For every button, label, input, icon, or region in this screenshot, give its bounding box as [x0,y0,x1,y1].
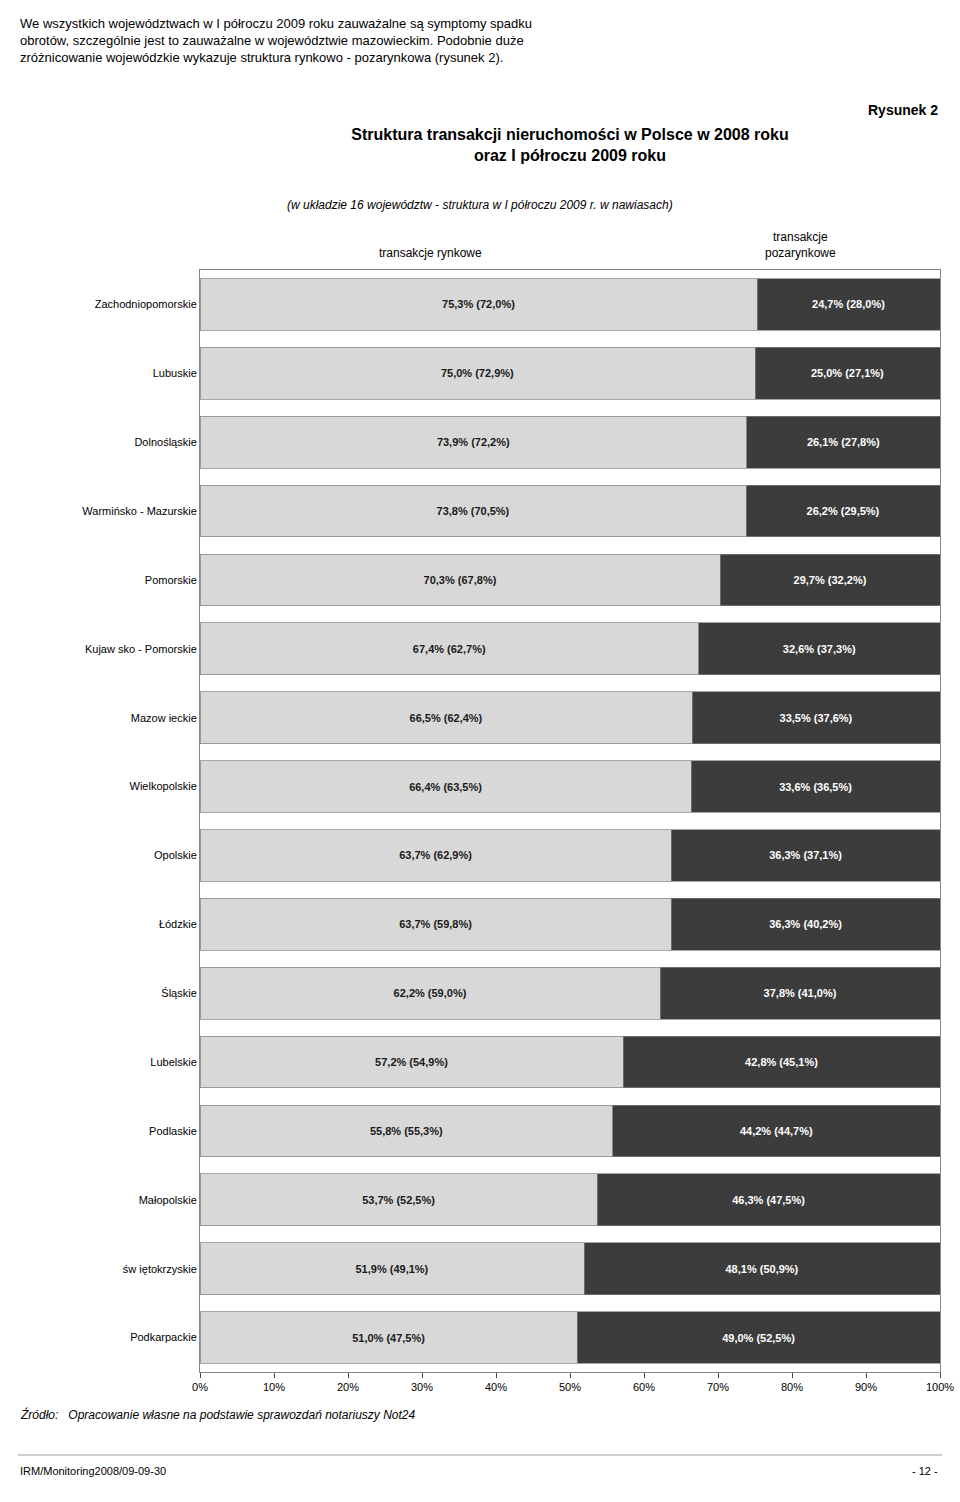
svg-text:48,1% (50,9%): 48,1% (50,9%) [725,1263,798,1275]
svg-text:- 12 -: - 12 - [912,1465,938,1477]
svg-text:Opolskie: Opolskie [154,849,197,861]
svg-text:26,1% (27,8%): 26,1% (27,8%) [807,436,880,448]
svg-text:55,8% (55,3%): 55,8% (55,3%) [370,1125,443,1137]
svg-text:29,7% (32,2%): 29,7% (32,2%) [794,574,867,586]
svg-text:75,0% (72,9%): 75,0% (72,9%) [441,367,514,379]
svg-text:(w układzie 16 województw - st: (w układzie 16 województw - struktura w … [287,198,673,212]
svg-text:transakcjepozarynkowe: transakcjepozarynkowe [765,230,836,260]
svg-text:Podkarpackie: Podkarpackie [130,1331,197,1343]
svg-text:Kujaw sko - Pomorskie: Kujaw sko - Pomorskie [85,643,197,655]
svg-text:70%: 70% [707,1381,729,1393]
svg-text:10%: 10% [263,1381,285,1393]
svg-text:Rysunek 2: Rysunek 2 [868,102,938,118]
svg-text:63,7% (62,9%): 63,7% (62,9%) [399,849,472,861]
svg-text:Pomorskie: Pomorskie [145,574,197,586]
svg-text:33,6% (36,5%): 33,6% (36,5%) [779,781,852,793]
svg-text:św iętokrzyskie: św iętokrzyskie [123,1263,197,1275]
svg-text:We wszystkich województwach w: We wszystkich województwach w I półroczu… [20,16,532,65]
svg-text:20%: 20% [337,1381,359,1393]
svg-text:0%: 0% [192,1381,208,1393]
svg-text:51,9% (49,1%): 51,9% (49,1%) [355,1263,428,1275]
svg-text:46,3% (47,5%): 46,3% (47,5%) [732,1194,805,1206]
svg-text:Zachodniopomorskie: Zachodniopomorskie [95,298,197,310]
svg-text:Warmińsko - Mazurskie: Warmińsko - Mazurskie [82,505,197,517]
svg-text:50%: 50% [559,1381,581,1393]
svg-text:Łódzkie: Łódzkie [159,918,197,930]
svg-text:Lubuskie: Lubuskie [153,367,197,379]
svg-text:57,2% (54,9%): 57,2% (54,9%) [375,1056,448,1068]
svg-text:60%: 60% [633,1381,655,1393]
svg-text:25,0% (27,1%): 25,0% (27,1%) [811,367,884,379]
svg-text:Podlaskie: Podlaskie [149,1125,197,1137]
svg-text:53,7% (52,5%): 53,7% (52,5%) [362,1194,435,1206]
svg-text:75,3% (72,0%): 75,3% (72,0%) [442,298,515,310]
svg-text:30%: 30% [411,1381,433,1393]
svg-text:24,7% (28,0%): 24,7% (28,0%) [812,298,885,310]
svg-text:Śląskie: Śląskie [161,987,196,999]
svg-text:33,5% (37,6%): 33,5% (37,6%) [780,712,853,724]
svg-text:transakcje rynkowe: transakcje rynkowe [379,246,482,260]
svg-text:IRM/Monitoring2008/09-09-30: IRM/Monitoring2008/09-09-30 [20,1465,166,1477]
svg-text:73,8% (70,5%): 73,8% (70,5%) [437,505,510,517]
svg-text:90%: 90% [855,1381,877,1393]
svg-text:42,8% (45,1%): 42,8% (45,1%) [745,1056,818,1068]
svg-text:100%: 100% [926,1381,954,1393]
svg-text:Lubelskie: Lubelskie [150,1056,196,1068]
svg-text:32,6% (37,3%): 32,6% (37,3%) [783,643,856,655]
svg-text:73,9% (72,2%): 73,9% (72,2%) [437,436,510,448]
svg-text:37,8% (41,0%): 37,8% (41,0%) [764,987,837,999]
svg-text:40%: 40% [485,1381,507,1393]
svg-text:62,2% (59,0%): 62,2% (59,0%) [394,987,467,999]
svg-text:70,3% (67,8%): 70,3% (67,8%) [424,574,497,586]
svg-text:51,0% (47,5%): 51,0% (47,5%) [352,1332,425,1344]
svg-text:66,4% (63,5%): 66,4% (63,5%) [409,781,482,793]
svg-text:Mazow ieckie: Mazow ieckie [131,712,197,724]
svg-text:66,5% (62,4%): 66,5% (62,4%) [410,712,483,724]
svg-text:36,3% (40,2%): 36,3% (40,2%) [769,918,842,930]
svg-text:63,7% (59,8%): 63,7% (59,8%) [399,918,472,930]
svg-text:Wielkopolskie: Wielkopolskie [130,780,197,792]
svg-text:Małopolskie: Małopolskie [139,1194,197,1206]
svg-text:Dolnośląskie: Dolnośląskie [134,436,196,448]
svg-text:Źródło: Opracowanie własne n: Źródło: Opracowanie własne na podstawie … [20,1407,416,1422]
svg-text:Struktura transakcji nieruchom: Struktura transakcji nieruchomości w Pol… [351,126,789,164]
svg-text:67,4% (62,7%): 67,4% (62,7%) [413,643,486,655]
svg-text:49,0% (52,5%): 49,0% (52,5%) [722,1332,795,1344]
svg-text:36,3% (37,1%): 36,3% (37,1%) [769,849,842,861]
svg-text:80%: 80% [781,1381,803,1393]
svg-text:26,2% (29,5%): 26,2% (29,5%) [807,505,880,517]
svg-text:44,2% (44,7%): 44,2% (44,7%) [740,1125,813,1137]
